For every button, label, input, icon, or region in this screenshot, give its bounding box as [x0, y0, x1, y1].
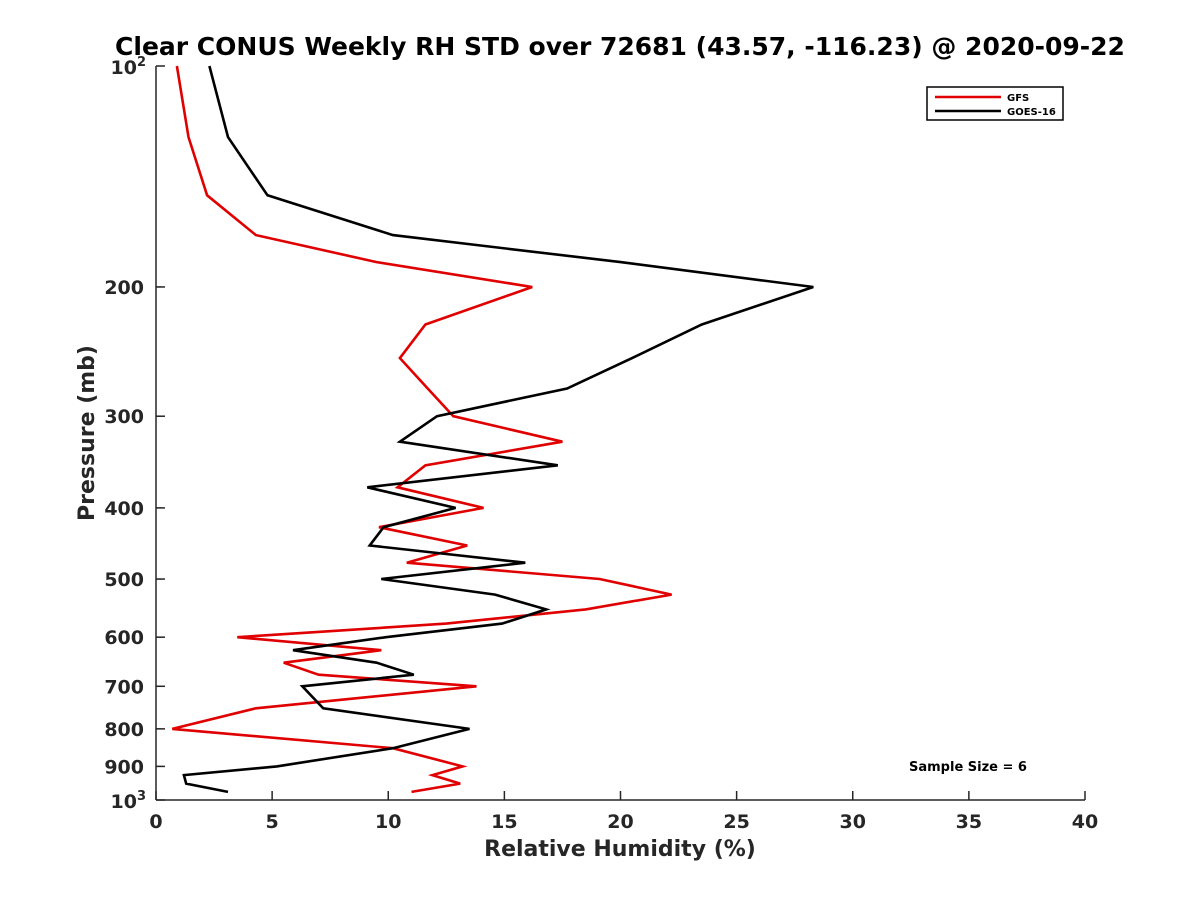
x-tick-label: 35 [956, 811, 982, 833]
y-axis-label: Pressure (mb) [75, 345, 100, 521]
sample-size-annotation: Sample Size = 6 [909, 760, 1027, 775]
x-axis-label: Relative Humidity (%) [484, 837, 756, 862]
legend: GFS GOES-16 [926, 86, 1064, 121]
y-tick-label: 102 [111, 55, 147, 79]
x-tick-label: 25 [723, 811, 749, 833]
x-tick-label: 40 [1072, 811, 1098, 833]
x-tick-label: 0 [149, 811, 162, 833]
x-tick-label: 30 [840, 811, 866, 833]
x-tick-label: 10 [375, 811, 401, 833]
x-tick-label: 20 [607, 811, 633, 833]
legend-box [926, 86, 1064, 121]
y-tick-label: 300 [104, 406, 144, 428]
y-tick-label: 400 [104, 498, 144, 520]
y-tick-label: 800 [104, 719, 144, 741]
plot-area: 0 5 10 15 20 25 30 35 40 102 200 300 400 500 600 700 800… [104, 55, 1098, 833]
x-tick-label: 5 [266, 811, 279, 833]
y-tick-label: 700 [104, 676, 144, 698]
y-tick-label: 103 [111, 789, 147, 813]
x-tick-label: 15 [491, 811, 517, 833]
series-line-gfs [171, 65, 672, 794]
y-tick-label: 200 [104, 277, 144, 299]
legend-label-goes-16: GOES-16 [1007, 107, 1056, 118]
y-tick-label: 600 [104, 627, 144, 649]
legend-label-gfs: GFS [1007, 93, 1029, 104]
y-tick-label: 900 [104, 756, 144, 778]
y-tick-label: 500 [104, 569, 144, 591]
series-line-goes-16 [182, 65, 814, 794]
chart-title: Clear CONUS Weekly RH STD over 72681 (43… [115, 32, 1125, 61]
